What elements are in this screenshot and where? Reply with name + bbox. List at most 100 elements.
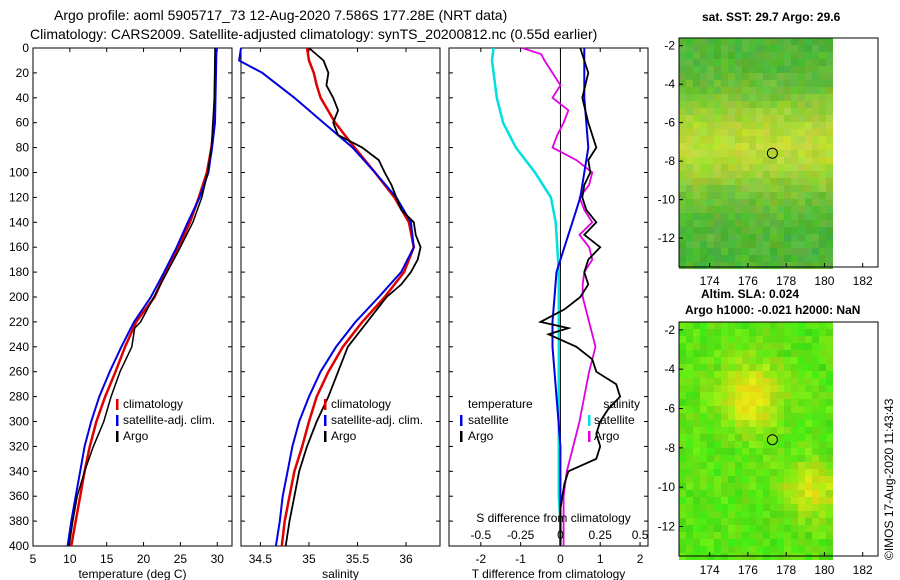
map-cell bbox=[798, 38, 805, 45]
map-cell bbox=[714, 399, 721, 406]
map-cell bbox=[686, 399, 693, 406]
map-cell bbox=[714, 199, 721, 206]
map-cell bbox=[770, 199, 777, 206]
map-cell bbox=[735, 122, 742, 129]
map-cell bbox=[728, 136, 735, 143]
map-cell bbox=[735, 511, 742, 518]
map-cell bbox=[742, 322, 749, 329]
map-cell bbox=[749, 94, 756, 101]
map-cell bbox=[805, 248, 812, 255]
s-tick-label: -0.5 bbox=[470, 528, 491, 542]
map-cell bbox=[742, 350, 749, 357]
map-cell bbox=[819, 87, 826, 94]
map-cell bbox=[700, 73, 707, 80]
map-cell bbox=[819, 157, 826, 164]
map-cell bbox=[791, 532, 798, 539]
map-cell bbox=[721, 497, 728, 504]
map-cell bbox=[700, 59, 707, 66]
map-cell bbox=[735, 532, 742, 539]
map-cell bbox=[714, 357, 721, 364]
map-cell bbox=[812, 455, 819, 462]
map-cell bbox=[735, 455, 742, 462]
argo-position-marker bbox=[766, 434, 778, 446]
map-cell bbox=[784, 129, 791, 136]
map-cell bbox=[749, 371, 756, 378]
map-cell bbox=[749, 66, 756, 73]
map-cell bbox=[812, 476, 819, 483]
map-cell bbox=[679, 80, 686, 87]
map-cell bbox=[693, 171, 700, 178]
map-cell bbox=[721, 518, 728, 525]
map-cell bbox=[777, 434, 784, 441]
map-cell bbox=[798, 329, 805, 336]
map-cell bbox=[707, 255, 714, 262]
map-cell bbox=[756, 122, 763, 129]
map-cell bbox=[700, 192, 707, 199]
map-cell bbox=[742, 413, 749, 420]
map-cell bbox=[756, 94, 763, 101]
map-cell bbox=[777, 329, 784, 336]
map-cell bbox=[686, 357, 693, 364]
legend-swatch bbox=[116, 431, 119, 442]
map-sla-title-1: Altim. SLA: 0.024 bbox=[701, 287, 799, 301]
map-cell bbox=[742, 115, 749, 122]
map-cell bbox=[763, 406, 770, 413]
map-cell bbox=[714, 129, 721, 136]
map-cell bbox=[805, 490, 812, 497]
map-cell bbox=[791, 192, 798, 199]
map-cell bbox=[791, 80, 798, 87]
map-cell bbox=[735, 115, 742, 122]
map-cell bbox=[819, 350, 826, 357]
x-tick-label: 25 bbox=[174, 552, 188, 566]
map-cell bbox=[749, 525, 756, 532]
map-cell bbox=[693, 427, 700, 434]
map-cell bbox=[686, 241, 693, 248]
map-cell bbox=[707, 122, 714, 129]
map-cell bbox=[714, 497, 721, 504]
map-cell bbox=[742, 122, 749, 129]
map-cell bbox=[770, 171, 777, 178]
map-cell bbox=[812, 262, 819, 269]
map-cell bbox=[784, 539, 791, 546]
map-cell bbox=[707, 59, 714, 66]
map-cell bbox=[798, 255, 805, 262]
map-cell bbox=[693, 357, 700, 364]
map-cell bbox=[749, 101, 756, 108]
map-cell bbox=[714, 206, 721, 213]
map-cell bbox=[721, 343, 728, 350]
map-cell bbox=[805, 52, 812, 59]
map-cell bbox=[819, 490, 826, 497]
map-cell bbox=[819, 469, 826, 476]
map-cell bbox=[679, 150, 686, 157]
map-cell bbox=[721, 504, 728, 511]
map-cell bbox=[707, 157, 714, 164]
map-cell bbox=[742, 546, 749, 553]
map-cell bbox=[693, 262, 700, 269]
map-cell bbox=[826, 385, 833, 392]
map-cell bbox=[742, 262, 749, 269]
map-cell bbox=[798, 136, 805, 143]
map-cell bbox=[707, 136, 714, 143]
map-cell bbox=[693, 469, 700, 476]
map-cell bbox=[798, 227, 805, 234]
map-cell bbox=[770, 87, 777, 94]
x-axis-label: T difference from climatology bbox=[472, 567, 626, 580]
map-cell bbox=[742, 66, 749, 73]
map-cell bbox=[693, 420, 700, 427]
map-cell bbox=[763, 213, 770, 220]
x-tick-label: 35.5 bbox=[346, 552, 370, 566]
map-cell bbox=[742, 329, 749, 336]
series-line-s-satellite bbox=[490, 47, 562, 546]
map-cell bbox=[735, 178, 742, 185]
map-cell bbox=[798, 420, 805, 427]
lon-tick-label: 176 bbox=[738, 274, 758, 288]
map-cell bbox=[749, 87, 756, 94]
map-cell bbox=[826, 171, 833, 178]
map-cell bbox=[721, 178, 728, 185]
map-cell bbox=[679, 101, 686, 108]
map-cell bbox=[735, 136, 742, 143]
map-cell bbox=[756, 213, 763, 220]
map-cell bbox=[693, 178, 700, 185]
lon-tick-label: 174 bbox=[700, 563, 720, 577]
map-cell bbox=[812, 143, 819, 150]
